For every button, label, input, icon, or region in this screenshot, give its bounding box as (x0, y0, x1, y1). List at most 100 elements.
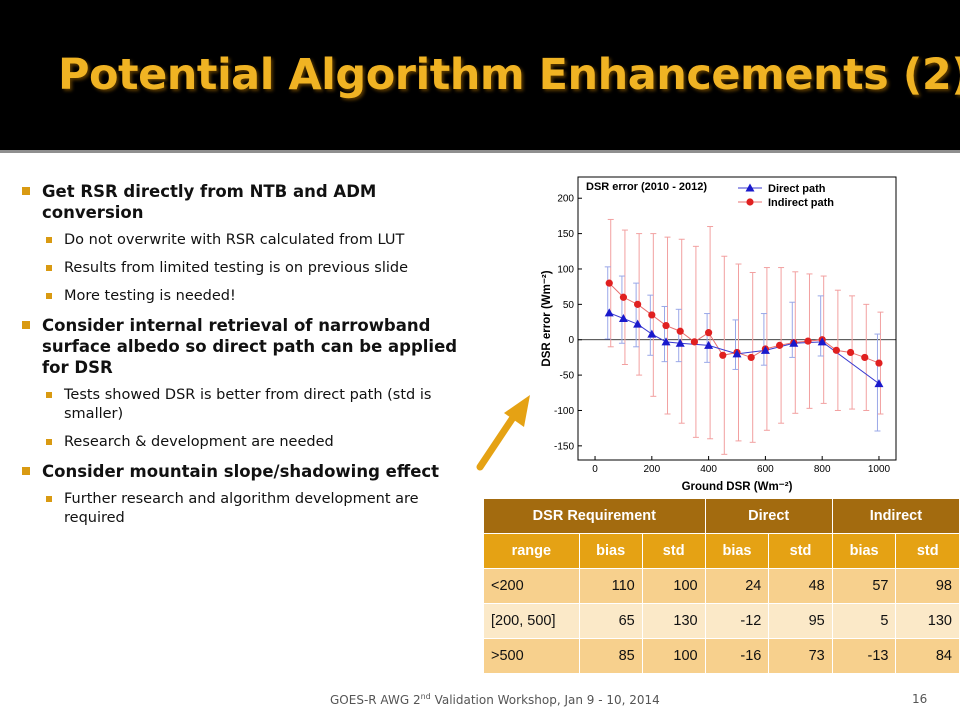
y-axis-label: DSR error (Wm⁻²) (541, 270, 553, 366)
table-subheader-cell: std (768, 533, 833, 569)
table-cell: 95 (768, 603, 833, 639)
legend-indirect-label: Indirect path (768, 197, 834, 209)
table-cell: -12 (704, 603, 770, 639)
direct-path-point (817, 337, 827, 346)
direct-path-point (760, 345, 770, 354)
slide-content: Get RSR directly from NTB and ADM conver… (0, 153, 960, 720)
sub-bullet-item: Do not overwrite with RSR calculated fro… (20, 231, 480, 250)
bullet-text: Research & development are needed (64, 434, 334, 450)
table-cell: 110 (578, 568, 643, 604)
bullet-item: Consider mountain slope/shadowing effect (20, 461, 480, 482)
footer-prefix: GOES-R AWG 2 (330, 693, 421, 707)
legend-direct-marker (745, 183, 755, 192)
table-header-row: DSR Requirement Direct Indirect (483, 498, 960, 534)
sub-bullet-item: Tests showed DSR is better from direct p… (20, 386, 480, 424)
footer-suffix: Validation Workshop, Jan 9 - 10, 2014 (430, 693, 660, 707)
bullet-marker (46, 265, 52, 271)
table-subheader-cell: std (895, 533, 960, 569)
footer-text: GOES-R AWG 2nd Validation Workshop, Jan … (330, 692, 660, 707)
direct-path-point (874, 379, 884, 388)
indirect-path-point (619, 293, 628, 301)
indirect-path-point (875, 359, 883, 367)
arrow-icon (476, 395, 530, 471)
sub-bullet-item: Research & development are needed (20, 433, 480, 452)
y-tick-label: 200 (557, 194, 574, 205)
table-subheader-cell: range (483, 533, 580, 569)
bullet-text: Further research and algorithm developme… (64, 491, 419, 526)
indirect-path-point (690, 338, 699, 346)
indirect-path-point (676, 327, 684, 335)
bullet-marker (46, 392, 52, 398)
x-tick-label: 600 (757, 464, 774, 475)
table-cell: 65 (578, 603, 643, 639)
direct-path-point (604, 308, 614, 317)
table-header-cell: DSR Requirement (483, 498, 706, 534)
x-tick-label: 0 (592, 464, 598, 475)
sub-bullet-item: Further research and algorithm developme… (20, 490, 480, 528)
title-divider (0, 150, 960, 153)
table-cell: 24 (704, 568, 770, 604)
y-tick-label: -100 (554, 406, 574, 417)
x-tick-label: 800 (814, 464, 831, 475)
indirect-path-point (662, 321, 670, 330)
indirect-path-point (775, 341, 784, 349)
bullet-marker (22, 187, 30, 195)
bullet-text: Results from limited testing is on previ… (64, 260, 409, 276)
sub-bullet-item: More testing is needed! (20, 287, 480, 306)
indirect-path-point (846, 348, 855, 357)
table-row: <200 110 100 24 48 57 98 (483, 568, 960, 604)
indirect-path-point (832, 346, 840, 354)
table-header-cell: Direct (704, 498, 833, 534)
indirect-path-point (747, 353, 755, 362)
y-tick-label: 100 (557, 264, 574, 275)
direct-path-point (732, 349, 742, 358)
bullet-marker (46, 496, 52, 502)
x-tick-label: 1000 (868, 464, 891, 475)
dsr-requirement-table: DSR Requirement Direct Indirect range bi… (483, 498, 960, 674)
plot-frame (577, 176, 897, 461)
bullet-marker (46, 293, 52, 299)
x-tick-label: 400 (700, 464, 717, 475)
footer-superscript: nd (420, 692, 431, 701)
table-cell: [200, 500] (483, 603, 580, 639)
bullet-text: Do not overwrite with RSR calculated fro… (64, 232, 405, 248)
table-cell: -13 (831, 638, 897, 674)
slide-title: Potential Algorithm Enhancements (2) (58, 50, 960, 100)
table-subheader-cell: bias (578, 533, 643, 569)
table-cell: 98 (895, 568, 960, 604)
direct-path-point (633, 319, 643, 328)
indirect-path-point (861, 353, 869, 362)
table-subheader-row: range bias std bias std bias std (483, 533, 960, 569)
table-cell: 100 (641, 568, 706, 604)
x-tick-label: 200 (643, 464, 660, 475)
table-subheader-cell: bias (704, 533, 770, 569)
bullet-item: Consider internal retrieval of narrowban… (20, 315, 480, 378)
bullet-text: Consider mountain slope/shadowing effect (42, 462, 440, 481)
bullet-list: Get RSR directly from NTB and ADM conver… (20, 181, 480, 537)
table-cell: 85 (578, 638, 643, 674)
direct-path-point (661, 337, 671, 346)
y-tick-label: -150 (554, 441, 574, 452)
indirect-path-point (705, 329, 713, 337)
table-header-cell: Indirect (831, 498, 960, 534)
table-cell: 100 (641, 638, 706, 674)
bullet-marker (46, 439, 52, 445)
page-number: 16 (912, 692, 928, 706)
bullet-marker (22, 321, 30, 329)
y-tick-label: 0 (568, 335, 574, 346)
direct-path-point (789, 338, 799, 347)
table-cell: 84 (895, 638, 960, 674)
bullet-text: More testing is needed! (64, 288, 236, 304)
table-cell: 130 (641, 603, 706, 639)
indirect-path-point (804, 337, 812, 345)
sub-bullet-item: Results from limited testing is on previ… (20, 259, 480, 278)
table-cell: 48 (768, 568, 833, 604)
table-cell: >500 (483, 638, 580, 674)
bullet-text: Tests showed DSR is better from direct p… (64, 387, 432, 422)
bullet-marker (46, 237, 52, 243)
indirect-path-point (605, 279, 613, 287)
indirect-path-point (648, 311, 656, 319)
direct-path-point (704, 340, 714, 349)
y-tick-label: -50 (560, 371, 575, 382)
table-cell: 5 (831, 603, 897, 639)
